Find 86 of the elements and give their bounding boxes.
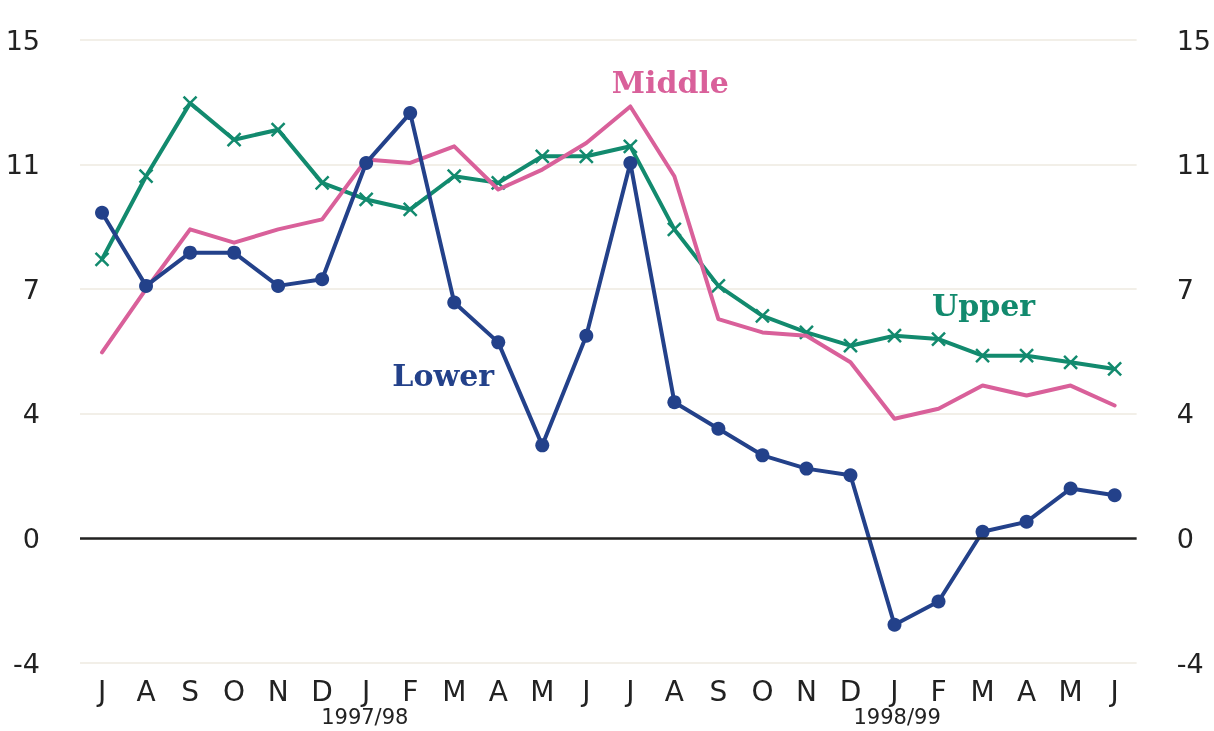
x-tick-label: N xyxy=(795,674,817,708)
x-tick-label: J xyxy=(360,674,371,708)
y2-tick-label: 7 xyxy=(1176,273,1194,305)
x-tick-label: J xyxy=(624,674,635,708)
point xyxy=(315,272,330,287)
series-label: Lower xyxy=(392,357,496,393)
point xyxy=(887,617,902,632)
y-tick-label: 0 xyxy=(22,522,40,554)
point xyxy=(666,221,683,238)
point xyxy=(622,138,639,155)
point xyxy=(1106,361,1123,377)
point xyxy=(271,278,286,293)
x-tick-label: O xyxy=(223,674,246,708)
point xyxy=(95,205,110,220)
x-tick-label: A xyxy=(1017,674,1037,708)
point xyxy=(182,95,198,111)
y2-tick-label: 4 xyxy=(1176,398,1194,430)
point xyxy=(974,347,991,364)
point xyxy=(1019,514,1034,529)
point xyxy=(930,331,947,347)
series-label: Upper xyxy=(932,287,1037,323)
point xyxy=(314,175,330,191)
point xyxy=(138,168,154,184)
y2-tick-label: 0 xyxy=(1176,522,1194,554)
y-tick-label: 7 xyxy=(22,273,40,305)
point xyxy=(359,155,374,170)
point xyxy=(183,245,198,260)
x-tick-label: A xyxy=(488,674,508,708)
point xyxy=(623,155,638,170)
point xyxy=(799,461,814,476)
series-label: Middle xyxy=(611,64,729,100)
point xyxy=(535,438,550,453)
x-tick-label: A xyxy=(136,674,156,708)
point xyxy=(886,327,903,344)
point xyxy=(931,594,946,609)
point xyxy=(534,148,551,165)
y2-tick-label: 15 xyxy=(1176,24,1211,56)
point xyxy=(94,251,110,268)
point xyxy=(403,106,418,121)
point xyxy=(491,335,506,350)
x-tick-label: A xyxy=(664,674,684,708)
point xyxy=(975,524,990,539)
x-tick-label: J xyxy=(580,674,591,708)
x-tick-label: O xyxy=(751,674,774,708)
point xyxy=(843,468,858,483)
point xyxy=(1063,481,1078,496)
x-tick-label: F xyxy=(402,674,419,708)
y-tick-label: 4 xyxy=(22,398,40,430)
x-tick-label: D xyxy=(839,674,862,708)
line-series xyxy=(100,104,1117,421)
x-tick-label: M xyxy=(530,674,555,708)
x-tick-label: J xyxy=(888,674,899,708)
x-tick-label: D xyxy=(311,674,333,708)
y2-tick-label: 11 xyxy=(1176,149,1211,181)
point xyxy=(1018,347,1035,364)
x-tick-label: N xyxy=(267,674,289,708)
point xyxy=(667,395,682,410)
y-tick-label: -4 xyxy=(13,647,40,679)
x-tick-label: S xyxy=(181,674,199,708)
point xyxy=(227,245,242,260)
point xyxy=(270,121,286,138)
point xyxy=(139,278,154,293)
point xyxy=(755,448,770,463)
point xyxy=(402,201,418,218)
point xyxy=(842,337,859,354)
x-tick-label: M xyxy=(970,674,995,708)
point xyxy=(754,308,771,324)
point xyxy=(710,278,727,294)
y2-tick-label: -4 xyxy=(1176,647,1204,679)
x-tick-label: M xyxy=(442,674,467,708)
point xyxy=(579,328,594,343)
point xyxy=(226,131,242,148)
x-tick-label: J xyxy=(95,674,107,708)
point xyxy=(1107,488,1122,503)
point xyxy=(711,421,726,436)
x-tick-label: S xyxy=(709,674,728,708)
y-tick-label: 15 xyxy=(5,24,40,56)
x-tick-label: M xyxy=(1058,674,1083,708)
point xyxy=(358,191,374,208)
point xyxy=(446,168,462,184)
x-tick-label: F xyxy=(930,674,947,708)
point xyxy=(578,148,595,165)
point xyxy=(447,295,462,310)
y-tick-label: 11 xyxy=(5,149,40,181)
point xyxy=(1062,354,1079,371)
x-tick-label: J xyxy=(1108,674,1119,708)
